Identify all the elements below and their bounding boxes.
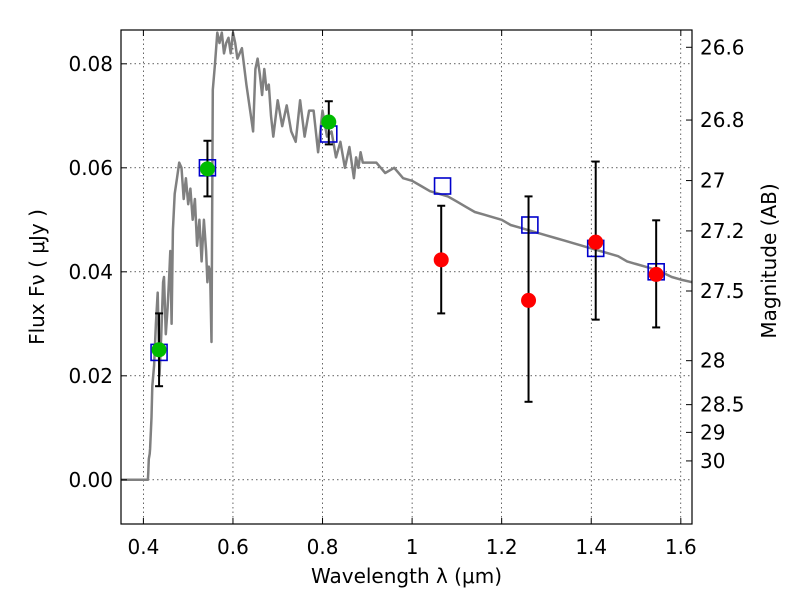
model-box-point <box>433 177 452 195</box>
y-tick-label: 0.00 <box>68 468 113 492</box>
x-tick-label: 1.2 <box>486 535 518 559</box>
y2-axis-label: Magnitude (AB) <box>757 183 781 338</box>
y-tick-label: 0.02 <box>68 364 113 388</box>
y2-tick-label: 29 <box>700 420 725 444</box>
model-layer <box>121 31 693 482</box>
y-axis-label: Flux Fν ( μJy ) <box>25 209 49 345</box>
green-point <box>151 342 167 358</box>
y2-tick-label: 28.5 <box>700 393 745 417</box>
y2-tick-label: 28 <box>700 349 725 373</box>
x-tick-label: 0.6 <box>217 535 249 559</box>
plot-frame <box>120 29 693 525</box>
point-layer <box>151 114 664 358</box>
y2-tick-label: 27.2 <box>700 219 745 243</box>
model-box-layer <box>150 125 665 362</box>
x-tick-label: 1.4 <box>575 535 607 559</box>
x-axis-label: Wavelength λ (μm) <box>311 564 502 588</box>
x-tick-label: 1.6 <box>665 535 697 559</box>
y2-tick-label: 26.8 <box>700 108 745 132</box>
model-box-point <box>521 216 539 234</box>
x-tick-label: 0.8 <box>307 535 339 559</box>
x-tick-label: 1 <box>406 535 419 559</box>
errorbar-layer <box>155 100 661 403</box>
x-tick-label: 0.4 <box>127 535 159 559</box>
green-point <box>199 161 215 177</box>
tick-label-layer: 0.4 0.6 0.8 1 1.2 1.4 1.6 0.00 0.02 0.04 0.06 0.08 2… <box>68 35 744 559</box>
y-tick-label: 0.08 <box>68 52 113 76</box>
y-tick-label: 0.04 <box>68 260 113 284</box>
y2-tick-label: 30 <box>700 449 725 473</box>
y2-tick-label: 27 <box>700 169 725 193</box>
tick-layer <box>121 30 692 524</box>
green-point <box>321 114 337 130</box>
y-tick-label: 0.06 <box>68 156 113 180</box>
red-point <box>588 234 604 250</box>
red-point <box>433 252 449 268</box>
red-point <box>521 292 537 308</box>
red-point <box>648 266 664 282</box>
y2-tick-label: 26.6 <box>700 35 745 59</box>
model-spectrum-line <box>121 31 693 482</box>
y2-tick-label: 27.5 <box>700 279 745 303</box>
